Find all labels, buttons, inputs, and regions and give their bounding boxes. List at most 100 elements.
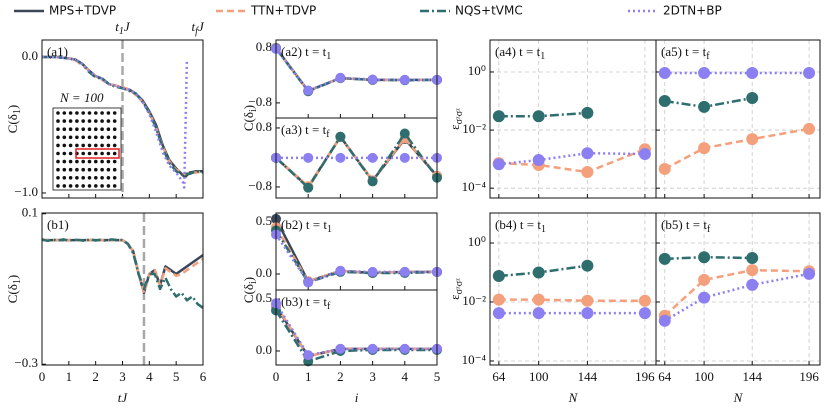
series-line xyxy=(42,238,204,295)
lattice-site xyxy=(75,176,79,180)
lattice-site xyxy=(112,143,117,148)
y-tick-label: 10⁻⁴ xyxy=(462,352,487,367)
series-marker xyxy=(303,182,314,193)
lattice-site xyxy=(62,167,67,172)
lattice-site xyxy=(68,184,73,188)
y-tick-label: 0.1 xyxy=(22,205,38,220)
lattice-site xyxy=(81,127,85,131)
lattice-site xyxy=(106,151,111,156)
series-marker xyxy=(581,147,594,160)
lattice-site xyxy=(94,151,98,156)
series-marker xyxy=(399,74,410,85)
time-annotation-part: t xyxy=(192,19,196,34)
y-axis-label-part: ) xyxy=(5,275,20,279)
plot-frame xyxy=(275,289,438,366)
lattice-site xyxy=(75,159,79,164)
x-tick-label: 64 xyxy=(492,369,506,384)
panel-label-part: 1 xyxy=(326,51,331,62)
series-marker xyxy=(492,293,505,306)
x-tick-label: 5 xyxy=(434,369,441,384)
panel-label-part: (a1) xyxy=(47,44,68,59)
series-marker xyxy=(303,85,314,96)
x-tick-label: 5 xyxy=(173,369,180,384)
series-marker xyxy=(367,74,378,85)
x-tick-label: 196 xyxy=(799,369,819,384)
legend-label: TTN+TDVP xyxy=(250,4,316,18)
series-marker xyxy=(746,251,759,264)
series-marker xyxy=(335,343,346,354)
lattice-site xyxy=(68,111,73,115)
series-marker xyxy=(367,176,378,187)
panel-label-part: f xyxy=(707,224,711,235)
lattice-site xyxy=(94,143,98,148)
x-tick-label: 100 xyxy=(694,369,714,384)
series-marker xyxy=(581,106,594,119)
plot-frame xyxy=(41,212,204,366)
lattice-site xyxy=(68,151,73,156)
lattice-site xyxy=(56,111,60,115)
panel-label: (b3) t = tf xyxy=(281,294,331,312)
y-axis-label-part: ) xyxy=(5,105,20,109)
lattice-site xyxy=(94,159,98,164)
lattice-site xyxy=(112,159,117,164)
lattice-site xyxy=(62,176,67,180)
lattice-site xyxy=(100,159,104,164)
x-axis-label: N xyxy=(568,390,579,405)
y-axis-label-part: 1 xyxy=(12,279,23,284)
lattice-site xyxy=(94,184,98,188)
legend-label: 2DTN+BP xyxy=(663,4,722,18)
series-marker xyxy=(335,265,346,276)
lattice-site xyxy=(62,135,67,140)
lattice-site xyxy=(62,119,67,123)
lattice-site xyxy=(106,135,111,140)
x-tick-label: 2 xyxy=(92,369,99,384)
lattice-site xyxy=(106,176,111,180)
series-line xyxy=(498,151,645,166)
panel-label-part: (b5) t = t xyxy=(661,217,707,232)
lattice-site xyxy=(87,119,92,123)
y-tick-label: −0.3 xyxy=(14,355,38,370)
time-annotation-part: J xyxy=(198,19,205,34)
lattice-site xyxy=(87,184,92,188)
lattice-site xyxy=(75,143,79,148)
x-tick-label: 4 xyxy=(402,369,409,384)
time-annotation-part: 1 xyxy=(119,26,124,37)
lattice-site xyxy=(100,167,104,172)
lattice-site xyxy=(87,176,92,180)
series-marker xyxy=(746,67,759,80)
series-marker xyxy=(746,133,759,146)
lattice-site xyxy=(94,167,98,172)
series-marker xyxy=(532,293,545,306)
x-tick-label: 4 xyxy=(146,369,153,384)
lattice-site xyxy=(56,159,60,164)
panel-label-part: (a3) t = t xyxy=(281,122,327,137)
series-line xyxy=(42,55,189,189)
y-axis-label-part: σᶻσᶻ xyxy=(454,278,465,295)
series-line xyxy=(664,127,810,171)
lattice-site xyxy=(75,119,79,123)
series-marker xyxy=(581,166,594,179)
legend-label: MPS+TDVP xyxy=(49,4,116,18)
series-marker xyxy=(581,259,594,272)
y-tick-label: −1.0 xyxy=(14,184,38,199)
lattice-site xyxy=(62,111,67,115)
y-tick-label: 10⁰ xyxy=(468,63,486,78)
lattice-site xyxy=(87,127,92,131)
series-marker xyxy=(698,251,711,264)
lattice-site xyxy=(68,127,73,131)
lattice-site xyxy=(56,143,60,148)
legend-label: NQS+tVMC xyxy=(455,4,523,18)
lattice-site xyxy=(94,111,98,115)
lattice-site xyxy=(62,127,67,131)
y-axis-label-part: C(δ xyxy=(241,284,256,303)
series-marker xyxy=(335,72,346,83)
y-tick-label: 10⁻² xyxy=(462,293,486,308)
panel-label: (a2) t = t1 xyxy=(281,44,331,62)
lattice-site xyxy=(62,184,67,188)
x-tick-label: 3 xyxy=(369,369,376,384)
y-axis-label-part: C(δ xyxy=(5,284,20,303)
panel-label-part: (a2) t = t xyxy=(281,44,327,59)
series-marker xyxy=(658,252,671,265)
lattice-site xyxy=(68,119,73,123)
lattice-site xyxy=(56,119,60,123)
